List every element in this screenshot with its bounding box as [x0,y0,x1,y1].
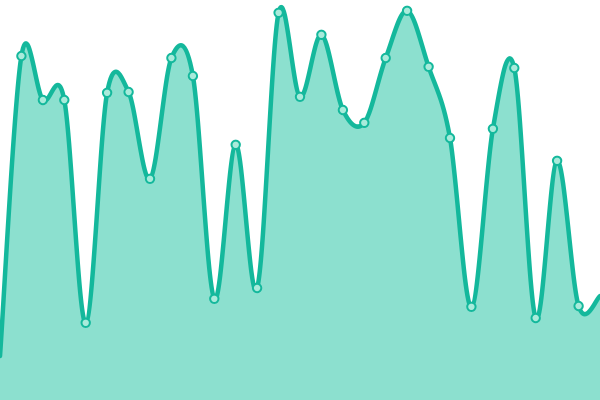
data-point-marker [59,94,70,106]
data-point-marker [401,5,413,16]
data-point-marker [466,301,477,312]
data-point-marker [423,61,434,73]
data-point-marker [16,50,27,62]
data-point-marker [123,86,134,98]
data-point-marker [166,52,177,64]
data-point-marker [230,139,241,151]
data-point-marker [316,29,327,40]
data-point-marker [187,70,199,82]
data-point-marker [101,87,113,99]
data-point-marker [80,317,91,328]
data-point-marker [144,173,156,185]
data-point-marker [359,117,370,129]
area-fill [0,7,600,400]
data-point-marker [251,282,263,294]
data-point-marker [209,293,220,304]
point-markers [16,5,584,328]
data-point-marker [337,104,349,116]
data-point-marker [573,300,584,312]
data-point-marker [509,62,520,74]
data-point-marker [487,123,499,135]
data-point-marker [37,94,49,106]
data-point-marker [444,132,456,144]
data-point-marker [273,7,284,18]
data-point-marker [294,91,306,103]
data-point-marker [380,52,391,64]
data-point-marker [551,155,563,167]
data-point-marker [530,312,541,324]
